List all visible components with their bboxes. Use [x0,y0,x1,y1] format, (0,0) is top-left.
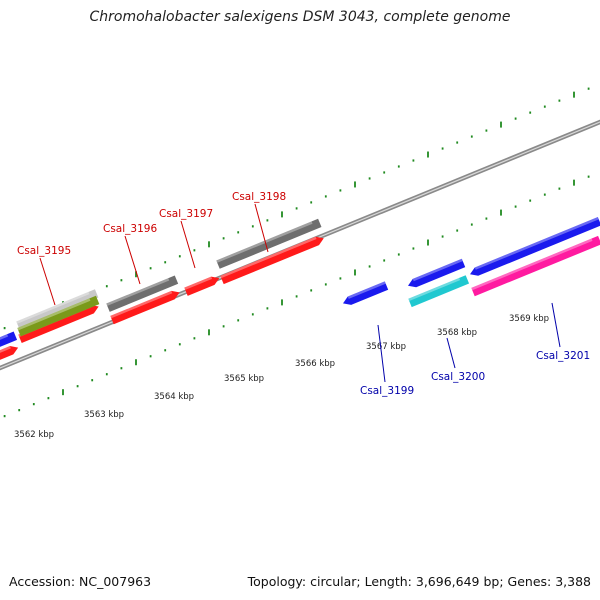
gene-forward-1-shape [18,305,99,343]
gene-lightgrey-shape [16,289,99,330]
topology-label: Topology: circular; Length: 3,696,649 bp… [247,574,591,589]
gene-forward-2-highlight [110,290,173,319]
gene-forward-3-shape [184,276,220,296]
gene-grey-2-shape [216,218,322,269]
gene-reverse-3199 [343,281,389,305]
kbp-label: 3564 kbp [154,392,194,402]
gene-grey-1-shape [106,275,179,312]
gene-reverse-3201-shape [471,235,600,297]
gene-reverse-b-highlight [474,217,599,270]
gene-lightgrey-highlight [16,291,90,324]
gene-forward-4-highlight [220,236,317,279]
gene-label-leader [254,203,269,253]
kbp-label: 3566 kbp [295,359,335,369]
gene-forward-0-highlight [0,346,11,356]
gene-reverse-a-highlight [412,258,463,282]
gene-reverse-a-shape [408,258,466,288]
gene-reverse-b [470,217,600,276]
gene-label: Csal_3200 [431,371,485,383]
gene-label: Csal_3197 [159,208,213,220]
gene-olive-shape [17,295,100,337]
gene-reverse-a [408,258,466,288]
gene-forward-2 [110,290,180,325]
gene-label-leader [180,220,196,269]
gene-olive [17,295,100,337]
gene-reverse-b-shape [470,217,600,276]
gene-label: Csal_3195 [17,245,71,257]
gene-forward-3-highlight [184,276,213,290]
gene-forward-4-shape [220,236,324,285]
gene-lightgrey [16,289,99,330]
gene-blue-left [0,331,18,349]
gene-reverse-3200-shape [408,275,470,308]
kbp-label: 3562 kbp [14,430,54,440]
gene-label-leader [551,302,561,348]
gene-forward-3 [184,276,220,296]
accession-label: Accession: NC_007963 [9,574,152,589]
gene-reverse-3200-highlight [408,277,461,302]
map-title: Chromohalobacter salexigens DSM 3043, co… [89,9,511,25]
gene-label: Csal_3198 [232,191,286,203]
gene-blue-left-highlight [0,334,9,343]
gene-grey-1-highlight [106,278,170,306]
gene-grey-2-highlight [216,221,313,263]
kbp-label: 3563 kbp [84,410,124,420]
gene-grey-2 [216,218,322,269]
gene-reverse-3199-highlight [347,281,386,299]
gene-label-leader [377,324,386,383]
gene-reverse-3199-shape [343,281,389,305]
gene-forward-0 [0,346,19,362]
kbp-label: 3567 kbp [366,342,406,352]
gene-reverse-3201-highlight [471,238,593,291]
gene-label: Csal_3196 [103,223,157,235]
gene-label: Csal_3201 [536,350,590,362]
gene-olive-highlight [17,298,91,331]
gene-label-leader [124,235,141,285]
gene-reverse-3200 [408,275,470,308]
gene-forward-2-shape [110,290,180,325]
gene-label: Csal_3199 [360,385,414,397]
kbp-label: 3568 kbp [437,328,477,338]
gene-reverse-3201 [471,235,600,297]
kbp-label: 3565 kbp [224,374,264,384]
gene-forward-4 [220,236,324,285]
gene-grey-1 [106,275,179,312]
gene-label-leader [39,257,56,306]
gene-forward-0-shape [0,346,19,362]
gene-label-leader [446,337,456,369]
kbp-label: 3569 kbp [509,314,549,324]
gene-blue-left-shape [0,331,18,349]
